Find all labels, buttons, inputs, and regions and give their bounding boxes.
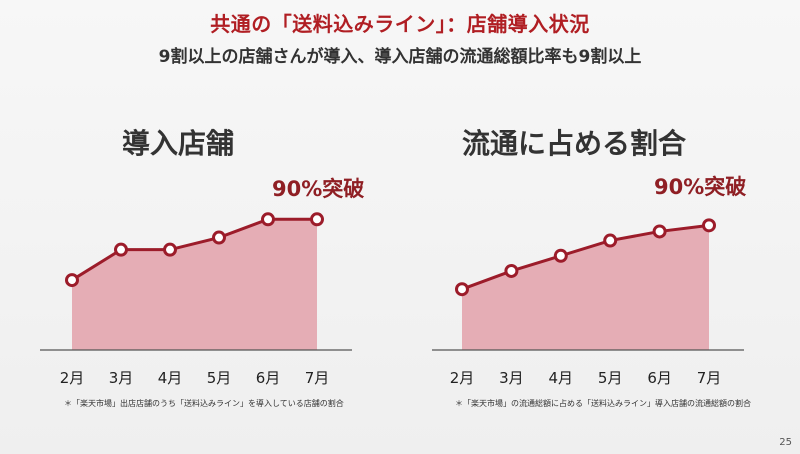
data-point-4月 [553,248,568,263]
x-tick-label: 2月 [60,369,85,387]
x-tick-label: 7月 [305,369,330,387]
data-point-5月 [212,230,226,245]
data-point-3月 [114,242,128,257]
x-tick-label: 2月 [450,369,475,387]
chart-stores: 2月 3月 4月 5月 6月 7月 90%突破 [40,177,364,387]
x-tick-label: 6月 [647,369,672,387]
data-point-6月 [652,224,667,239]
data-point-7月 [702,218,716,233]
data-point-4月 [163,242,177,257]
data-point-6月 [261,212,275,227]
x-tick-label: 5月 [207,369,232,387]
chart-gms-share: 2月 3月 4月 5月 6月 7月 90%突破 [432,175,746,387]
area-fill [72,219,317,350]
x-tick-label: 5月 [598,369,623,387]
x-tick-label: 3月 [499,369,524,387]
data-point-2月 [455,282,469,297]
data-point-5月 [603,233,618,248]
x-tick-label: 4月 [549,369,574,387]
x-tick-label: 4月 [158,369,183,387]
x-tick-label: 3月 [109,369,134,387]
page-number: 25 [779,437,792,448]
area-fill [462,225,709,350]
x-tick-label: 7月 [697,369,722,387]
x-tick-label: 6月 [256,369,281,387]
footnote-stores: ＊「楽天市場」出店店舗のうち「送料込みライン」を導入している店舗の割合 [64,399,344,408]
chart-title-gms-share: 流通に占める割合 [462,127,687,160]
series-line [71,217,317,282]
data-point-2月 [65,273,79,288]
data-point-3月 [504,263,519,278]
data-point-7月 [310,212,324,227]
annotation-label: 90%突破 [272,177,364,201]
slide-subtitle: 9割以上の店舗さんが導入、導入店舗の流通総額比率も9割以上 [158,47,642,67]
footnote-gms-share: ＊「楽天市場」の流通総額に占める「送料込みライン」導入店舗の流通総額の割合 [455,399,751,408]
series-line [461,223,710,291]
slide-title: 共通の「送料込みライン」：店舗導入状況 [210,12,590,36]
chart-title-stores: 導入店舗 [122,127,235,160]
annotation-label: 90%突破 [654,175,746,199]
